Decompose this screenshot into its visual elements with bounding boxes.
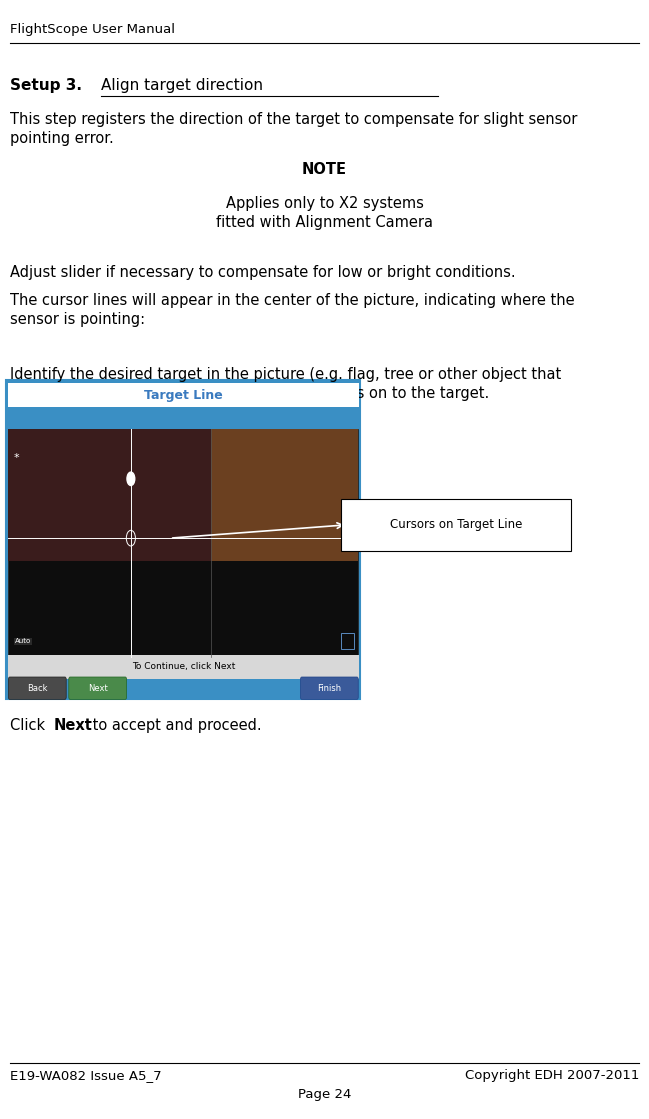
Text: Setup Wizard: Setup Wizard bbox=[12, 385, 67, 394]
Text: Align target direction: Align target direction bbox=[101, 78, 263, 93]
Text: Cursors on Target Line: Cursors on Target Line bbox=[390, 518, 522, 532]
Text: *: * bbox=[14, 453, 19, 463]
Text: Next: Next bbox=[88, 684, 108, 693]
FancyBboxPatch shape bbox=[212, 429, 358, 561]
Text: E19-WA082 Issue A5_7: E19-WA082 Issue A5_7 bbox=[10, 1069, 162, 1082]
Text: Adjust slider if necessary to compensate for low or bright conditions.: Adjust slider if necessary to compensate… bbox=[10, 265, 515, 280]
Text: To Continue, click Next: To Continue, click Next bbox=[132, 662, 235, 671]
Text: FlightScope User Manual: FlightScope User Manual bbox=[10, 22, 175, 36]
FancyBboxPatch shape bbox=[8, 677, 66, 699]
Text: NOTE: NOTE bbox=[302, 162, 347, 177]
Text: Identify the desired target in the picture (e.g. flag, tree or other object that: Identify the desired target in the pictu… bbox=[10, 367, 561, 402]
Text: Back: Back bbox=[27, 684, 47, 693]
FancyBboxPatch shape bbox=[8, 655, 359, 679]
Text: Auto: Auto bbox=[15, 638, 31, 645]
FancyBboxPatch shape bbox=[69, 677, 127, 699]
Text: Copyright EDH 2007-2011: Copyright EDH 2007-2011 bbox=[465, 1069, 639, 1082]
Text: The cursor lines will appear in the center of the picture, indicating where the
: The cursor lines will appear in the cent… bbox=[10, 293, 574, 328]
FancyBboxPatch shape bbox=[8, 429, 358, 657]
Text: Page 24: Page 24 bbox=[298, 1088, 351, 1101]
Text: Setup 3.: Setup 3. bbox=[10, 78, 82, 93]
Text: Target Line: Target Line bbox=[144, 388, 223, 402]
Text: Finish: Finish bbox=[317, 684, 341, 693]
Text: Click: Click bbox=[10, 718, 49, 733]
FancyBboxPatch shape bbox=[8, 383, 359, 407]
Circle shape bbox=[127, 472, 135, 486]
Text: Applies only to X2 systems
fitted with Alignment Camera: Applies only to X2 systems fitted with A… bbox=[216, 196, 433, 231]
FancyBboxPatch shape bbox=[341, 499, 571, 551]
FancyBboxPatch shape bbox=[8, 429, 358, 561]
FancyBboxPatch shape bbox=[6, 380, 360, 699]
Text: Next: Next bbox=[53, 718, 92, 733]
FancyBboxPatch shape bbox=[300, 677, 358, 699]
Text: to accept and proceed.: to accept and proceed. bbox=[88, 718, 262, 733]
Text: This step registers the direction of the target to compensate for slight sensor
: This step registers the direction of the… bbox=[10, 112, 577, 147]
